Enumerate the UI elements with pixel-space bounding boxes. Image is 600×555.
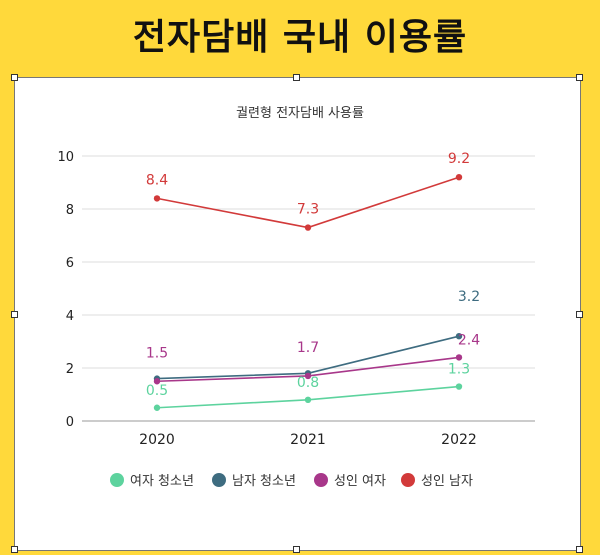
legend-marker [110, 473, 124, 487]
legend-marker [401, 473, 415, 487]
legend-label: 남자 청소년 [232, 474, 296, 489]
data-label: 1.5 [146, 345, 168, 361]
y-tick-label: 10 [57, 150, 74, 165]
x-tick-label: 2021 [290, 432, 326, 448]
data-point [153, 378, 161, 385]
data-point [455, 383, 463, 390]
data-point [304, 396, 312, 403]
resize-handle-top-center[interactable] [293, 74, 300, 81]
data-label: 0.8 [297, 375, 319, 391]
legend-label: 여자 청소년 [130, 474, 194, 489]
chart-title: 궐련형 전자담배 사용률 [236, 106, 364, 121]
legend-label: 성인 남자 [421, 474, 473, 489]
data-point [304, 224, 312, 231]
resize-handle-bottom-right[interactable] [576, 546, 583, 553]
data-label: 7.3 [297, 202, 319, 218]
x-tick-label: 2022 [441, 432, 477, 448]
y-axis-ticks: 0 2 4 6 8 10 [57, 150, 74, 430]
legend-marker [314, 473, 328, 487]
data-label: 3.2 [458, 289, 480, 305]
data-point [455, 354, 463, 361]
data-label: 1.3 [448, 362, 470, 378]
y-tick-label: 8 [66, 203, 74, 218]
data-point [455, 174, 463, 181]
x-axis-ticks: 2020 2021 2022 [139, 432, 477, 448]
page-headline: 전자담배 국내 이용률 [132, 17, 468, 58]
legend-label: 성인 여자 [334, 474, 386, 489]
data-label: 9.2 [448, 151, 470, 167]
series-points [153, 174, 463, 411]
data-point [455, 333, 463, 340]
resize-handle-top-left[interactable] [11, 74, 18, 81]
data-label: 8.4 [146, 172, 168, 188]
resize-handle-top-right[interactable] [576, 74, 583, 81]
resize-handle-bottom-center[interactable] [293, 546, 300, 553]
grid-lines [82, 155, 535, 422]
data-label: 2.4 [458, 332, 480, 348]
y-tick-label: 4 [66, 309, 74, 324]
y-tick-label: 2 [66, 362, 74, 377]
data-point [153, 404, 161, 411]
legend-marker [212, 473, 226, 487]
resize-handle-middle-right[interactable] [576, 311, 583, 318]
data-label: 1.7 [297, 340, 319, 356]
x-tick-label: 2020 [139, 432, 175, 448]
data-label: 0.5 [146, 383, 168, 399]
resize-handle-middle-left[interactable] [11, 311, 18, 318]
y-tick-label: 6 [66, 256, 74, 271]
data-point [153, 195, 161, 202]
legend: 여자 청소년 남자 청소년 성인 여자 성인 남자 [110, 473, 473, 489]
data-point [304, 372, 312, 380]
y-tick-label: 0 [66, 415, 74, 430]
data-labels: 0.5 0.8 1.3 3.2 1.5 1.7 2.4 8.4 7.3 9.2 [146, 151, 480, 399]
resize-handle-bottom-left[interactable] [11, 546, 18, 553]
